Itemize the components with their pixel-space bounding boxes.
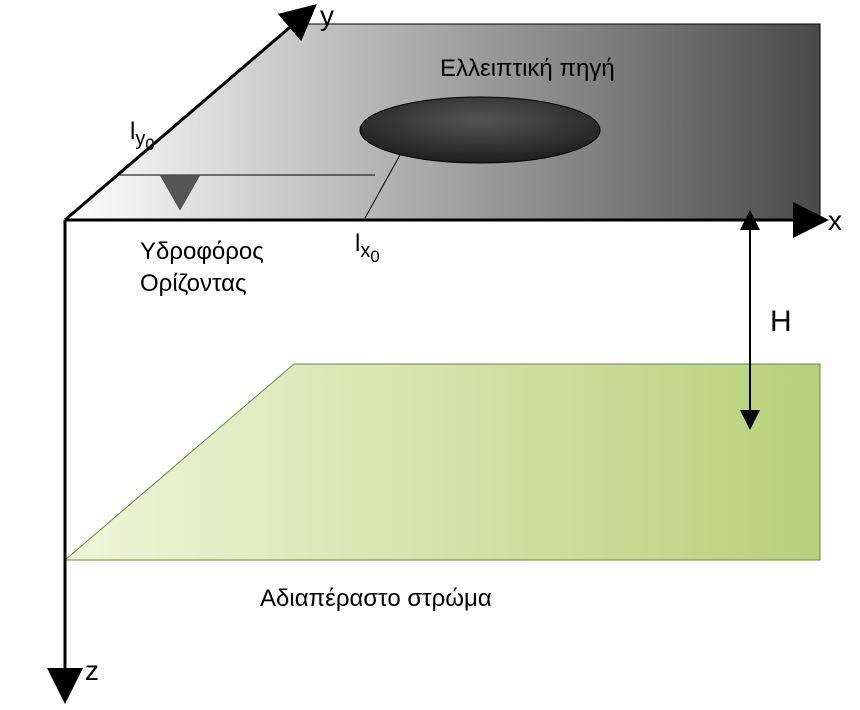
lx0-label: lx0 [355,230,380,267]
y-axis-label: y [320,0,334,32]
elliptic-source-label: Ελλειπτική πηγή [440,55,615,83]
lx0-subsub: 0 [370,247,379,266]
height-label: H [770,305,792,339]
aquifer-label-line1: Υδροφόρος [140,238,264,266]
ly0-sub: y [135,128,145,150]
z-axis-label: z [85,655,99,687]
ly0-label: ly0 [130,118,155,155]
impermeable-layer-label: Αδιαπέραστο στρώμα [260,585,492,613]
elliptic-source [360,97,600,163]
ly0-subsub: 0 [145,135,154,154]
x-axis-label: x [828,205,842,237]
aquifer-label-line2: Ορίζοντας [140,270,247,298]
lx0-sub: x [360,240,370,262]
impermeable-layer-plane [65,364,820,560]
